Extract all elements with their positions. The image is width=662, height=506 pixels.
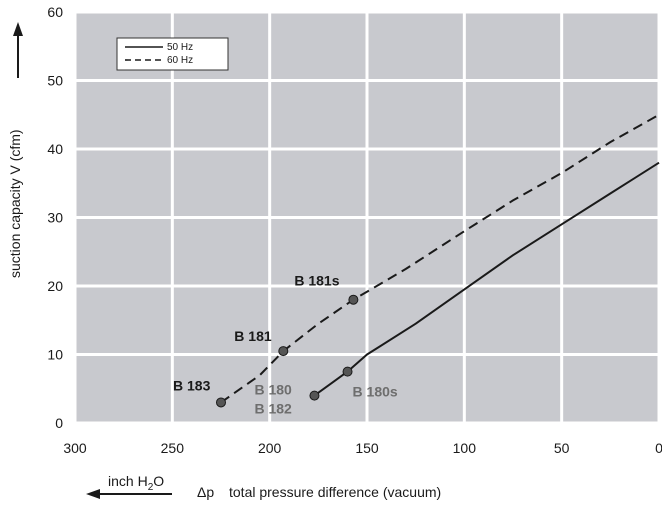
legend-label-50hz: 50 Hz [167, 42, 193, 53]
y-axis-title: suction capacity V (cfm) [7, 22, 23, 278]
x-axis-symbol: Δp [197, 484, 214, 500]
y-tick-label: 20 [47, 278, 63, 294]
legend-label-60hz: 60 Hz [167, 55, 193, 66]
data-point-label: B 183 [173, 377, 211, 393]
data-point-label: B 181 [234, 328, 272, 344]
x-tick-label: 200 [258, 440, 282, 456]
series-line-50hz [313, 161, 660, 397]
y-tick-label: 40 [47, 141, 63, 157]
y-tick-label: 10 [47, 347, 63, 363]
data-point-marker [216, 397, 226, 408]
x-axis-arrow-head [86, 489, 100, 499]
y-tick-label: 50 [47, 73, 63, 89]
x-tick-label: 300 [63, 440, 87, 456]
y-axis-ticks: 0 10 20 30 40 50 60 [47, 4, 63, 431]
x-axis-label: total pressure difference (vacuum) [229, 484, 441, 500]
legend-box [116, 37, 229, 71]
data-point-marker [278, 346, 289, 357]
data-point-marker [348, 294, 359, 305]
grid [73, 10, 661, 425]
data-point-label: B 180s [353, 384, 398, 400]
x-tick-label: 150 [355, 440, 379, 456]
data-point-label: B 182 [254, 401, 292, 417]
markers: B 183 B 181 B 181s B 180s B 180 B 182 [173, 273, 398, 417]
data-point-marker [342, 366, 353, 377]
series-lines [220, 113, 660, 404]
x-tick-label: 100 [453, 440, 477, 456]
y-axis-label: suction capacity V (cfm) [7, 129, 23, 278]
x-tick-label: 250 [161, 440, 185, 456]
x-tick-label: 50 [554, 440, 570, 456]
y-tick-label: 0 [55, 415, 63, 431]
data-point-label: B 181s [294, 273, 339, 289]
x-axis-title: inch H2O Δp total pressure difference (v… [86, 473, 441, 500]
x-axis-unit: inch H2O [108, 473, 164, 493]
data-point-marker [309, 390, 320, 401]
legend: 50 Hz 60 Hz [116, 37, 229, 71]
x-tick-label: 0 [655, 440, 662, 456]
data-point-label: B 180 [254, 382, 292, 398]
x-axis-ticks: 300 250 200 150 100 50 0 [63, 440, 662, 456]
y-tick-label: 30 [47, 210, 63, 226]
y-axis-arrow-head [13, 22, 23, 36]
series-line-60hz [220, 113, 660, 404]
y-tick-label: 60 [47, 4, 63, 20]
